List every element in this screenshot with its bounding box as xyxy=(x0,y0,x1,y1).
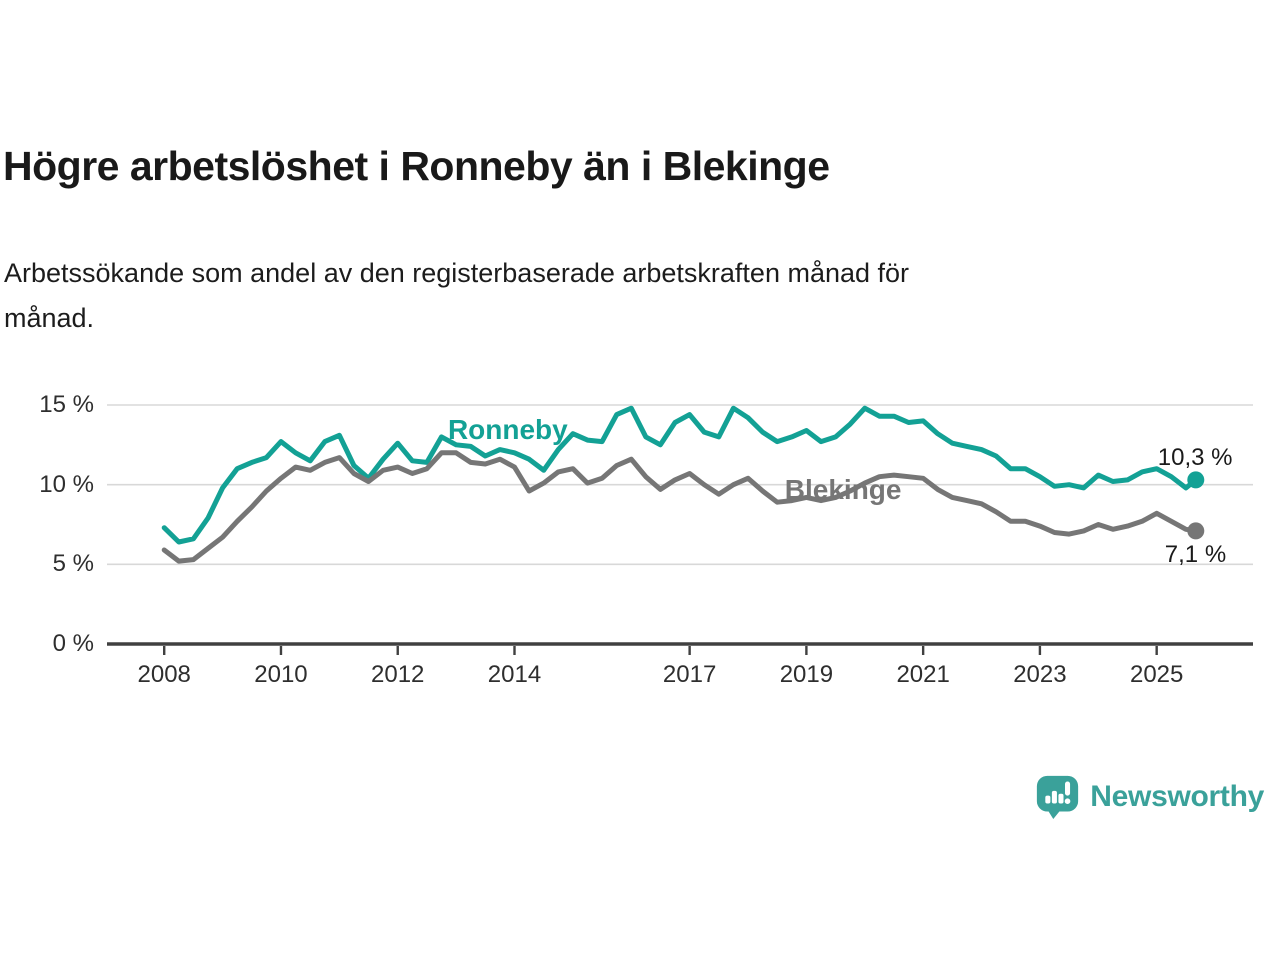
newsworthy-brand: Newsworthy xyxy=(1035,774,1264,819)
chart-subtitle-line2: månad. xyxy=(4,303,95,333)
series-end-dot-blekinge xyxy=(1187,522,1205,540)
series-end-dot-ronneby xyxy=(1187,471,1205,489)
chart-subtitle: Arbetssökande som andel av den registerb… xyxy=(4,251,1204,341)
chart-title: Högre arbetslöshet i Ronneby än i Blekin… xyxy=(3,143,830,189)
newsworthy-logo-icon xyxy=(1037,775,1079,819)
series-line-blekinge xyxy=(161,450,1199,564)
newsworthy-brand-name: Newsworthy xyxy=(1090,779,1264,813)
chart-subtitle-line1: Arbetssökande som andel av den registerb… xyxy=(4,258,910,288)
series-line-ronneby xyxy=(161,405,1199,545)
